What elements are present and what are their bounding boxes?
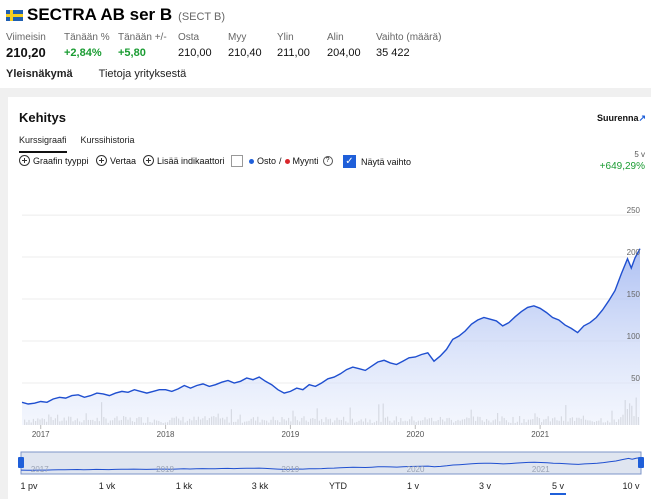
sell-label: Myynti: [292, 156, 319, 166]
chart-toolbar: Graafin tyyppi Vertaa Lisää indikaattori…: [19, 155, 649, 169]
stat-today-change: Tänään +/- +5,80: [118, 32, 167, 59]
stat-value: 211,00: [277, 47, 310, 59]
stat-value: 204,00: [327, 47, 361, 59]
buy-dot-icon: [249, 158, 254, 164]
tab-company-info[interactable]: Tietoja yrityksestä: [98, 68, 187, 80]
buy-sell-separator: /: [279, 156, 282, 166]
stock-header: SECTRA AB ser B (SECT B) Viimeisin 210,2…: [0, 0, 651, 94]
plus-circle-icon: [96, 155, 107, 166]
tab-price-history[interactable]: Kurssihistoria: [80, 135, 135, 145]
add-indicator-label: Lisää indikaattori: [157, 155, 225, 166]
enlarge-label: Suurenna: [597, 113, 639, 123]
period-label: 5 v: [634, 150, 645, 159]
stat-volume: Vaihto (määrä) 35 422: [376, 32, 441, 59]
show-volume-toggle[interactable]: ✓ Näytä vaihto: [343, 155, 411, 168]
stat-label: Alin: [327, 32, 344, 43]
stock-ticker: (SECT B): [178, 10, 226, 23]
stat-value: 210,40: [228, 47, 262, 59]
stat-bid: Osta 210,00: [178, 32, 212, 59]
tab-price-chart[interactable]: Kurssigraafi: [19, 135, 67, 153]
plus-circle-icon: [143, 155, 154, 166]
stat-high: Ylin 211,00: [277, 32, 310, 59]
stat-label: Osta: [178, 32, 200, 43]
stat-label: Myy: [228, 32, 247, 43]
stat-label: Vaihto (määrä): [376, 32, 442, 43]
title-row: SECTRA AB ser B (SECT B): [6, 5, 225, 25]
stat-value: +5,80: [118, 47, 146, 59]
tab-overview[interactable]: Yleisnäkymä: [6, 68, 73, 90]
chart-type-button[interactable]: Graafin tyyppi: [19, 155, 89, 166]
sweden-flag-icon: [6, 9, 23, 21]
compare-button[interactable]: Vertaa: [96, 155, 136, 166]
stat-value: 35 422: [376, 47, 410, 59]
period-summary: 5 v +649,29%: [597, 150, 645, 172]
stock-name: SECTRA AB ser B: [27, 5, 173, 24]
help-icon[interactable]: ?: [322, 156, 333, 166]
chart-type-label: Graafin tyyppi: [33, 155, 89, 166]
card-title: Kehitys: [19, 110, 66, 125]
stat-value: 210,00: [178, 47, 212, 59]
stat-last: Viimeisin 210,20: [6, 32, 46, 60]
enlarge-button[interactable]: Suurenna↗: [597, 113, 646, 124]
chart-card: Kehitys Suurenna↗ Kurssigraafi Kurssihis…: [8, 97, 651, 499]
add-indicator-button[interactable]: Lisää indikaattori: [143, 155, 225, 166]
stat-ask: Myy 210,40: [228, 32, 262, 59]
stat-label: Ylin: [277, 32, 294, 43]
stat-label: Tänään +/-: [118, 32, 167, 43]
compare-label: Vertaa: [110, 155, 137, 166]
stat-low: Alin 204,00: [327, 32, 361, 59]
show-volume-label: Näytä vaihto: [361, 156, 412, 167]
plus-circle-icon: [19, 155, 30, 166]
sell-dot-icon: [284, 158, 290, 164]
main-tabs: Yleisnäkymä Tietoja yrityksestä: [6, 68, 212, 90]
stat-label: Viimeisin: [6, 32, 46, 43]
chart-subtabs: Kurssigraafi Kurssihistoria: [19, 135, 149, 153]
stat-label: Tänään %: [64, 32, 110, 43]
checkmark-icon[interactable]: ✓: [343, 155, 356, 168]
buy-label: Osto: [257, 156, 277, 166]
stat-value: 210,20: [6, 45, 46, 60]
stat-value: +2,84%: [64, 47, 102, 59]
period-change: +649,29%: [599, 161, 645, 172]
buy-sell-toggle[interactable]: Osto / Myynti ?: [231, 155, 333, 167]
buy-sell-checkbox[interactable]: [231, 155, 243, 167]
stat-today-pct: Tänään % +2,84%: [64, 32, 110, 59]
expand-icon: ↗: [638, 113, 647, 123]
